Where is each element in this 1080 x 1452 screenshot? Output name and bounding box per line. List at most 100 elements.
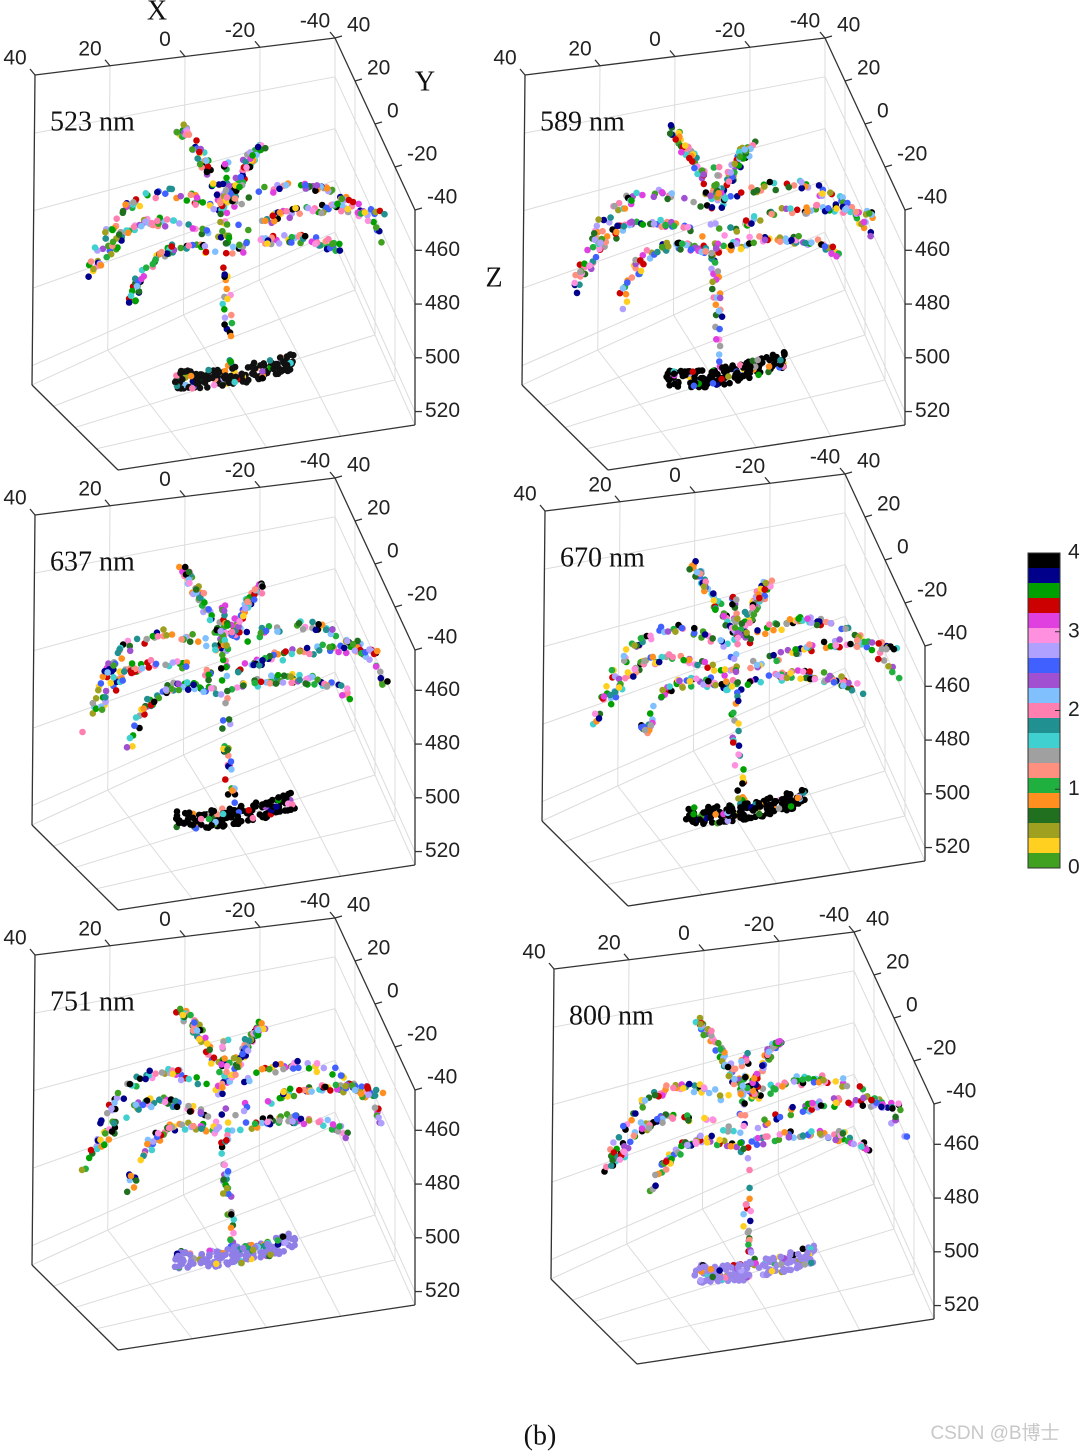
plant-point <box>251 1120 259 1127</box>
plant-point <box>230 1216 238 1223</box>
plant-point <box>223 1185 231 1192</box>
plant-point <box>137 1156 144 1164</box>
plant-point <box>711 182 718 189</box>
plant-point <box>282 181 290 189</box>
pot-point <box>691 1272 698 1279</box>
plant-point <box>196 594 204 601</box>
pot-point <box>276 808 284 815</box>
x-tick-label: -20 <box>225 459 255 482</box>
plant-point <box>158 248 165 256</box>
y-tick-label: 0 <box>387 540 399 563</box>
plant-point <box>716 294 724 302</box>
pot-point <box>280 1248 288 1255</box>
plant-point <box>223 285 230 293</box>
plant-point <box>628 218 636 226</box>
x-tick-label: 40 <box>3 487 26 510</box>
plant-point <box>206 1046 213 1054</box>
plant-point <box>745 1227 753 1235</box>
plant-point <box>840 682 847 689</box>
plant-point <box>322 1083 329 1091</box>
plant-point <box>337 1072 345 1079</box>
plant-point <box>581 260 588 268</box>
plant-point <box>110 662 117 669</box>
grid-line <box>824 231 906 412</box>
plant-point <box>742 1073 749 1081</box>
plant-point <box>619 285 627 292</box>
tick-mark <box>773 934 780 942</box>
grid-line <box>32 1059 336 1169</box>
plant-point <box>731 762 739 769</box>
plant-point <box>690 1088 698 1096</box>
plant-point <box>739 1082 746 1090</box>
plant-point <box>777 648 785 656</box>
plant-point <box>624 669 632 676</box>
plant-point <box>136 724 143 732</box>
plant-point <box>177 244 184 252</box>
x-tick-label: 0 <box>669 464 681 487</box>
plant-point <box>710 590 717 597</box>
grid-line <box>33 128 336 212</box>
plant-point <box>98 706 106 713</box>
plant-point <box>615 206 622 214</box>
plant-point <box>295 620 303 627</box>
plant-point <box>98 1117 105 1124</box>
plant-point <box>734 679 742 686</box>
y-axis-label: Y <box>415 66 435 97</box>
plant-point <box>245 226 252 234</box>
plant-point <box>669 1114 677 1122</box>
plant-point <box>747 1249 755 1256</box>
pot-point <box>277 368 285 375</box>
pot-point <box>197 815 205 823</box>
plant-point <box>123 1114 130 1121</box>
plant-point <box>836 636 843 643</box>
plant-point <box>185 131 193 138</box>
plant-point <box>181 563 189 571</box>
panel: 40 20 0 -20 -40 40 20 0 -20 -40 460 480 500 520 637 nm <box>3 450 460 911</box>
plant-point <box>616 289 624 297</box>
plant-point <box>133 283 141 290</box>
plant-point <box>203 642 210 650</box>
plant-point <box>193 194 201 201</box>
pot-point <box>205 366 212 374</box>
plant-point <box>130 1184 138 1191</box>
plant-point <box>213 1126 220 1133</box>
plant-point <box>839 1130 847 1137</box>
z-tick-label: 460 <box>425 238 460 261</box>
pot-point <box>707 814 714 822</box>
plant-point <box>154 217 161 225</box>
plant-point <box>759 1062 766 1069</box>
plant-point <box>827 643 835 650</box>
x-tick-label: 40 <box>3 47 26 70</box>
plant-point <box>107 679 114 687</box>
plant-point <box>294 1057 301 1065</box>
pot-point <box>752 805 759 812</box>
tick-mark <box>354 518 363 522</box>
plant-point <box>133 635 141 643</box>
plant-point <box>573 289 581 297</box>
plant-point <box>720 612 727 620</box>
plant-point <box>773 621 781 628</box>
plant-point <box>241 1035 249 1043</box>
pot-point <box>238 370 246 378</box>
plant-point <box>616 1156 624 1163</box>
pot-point <box>784 1259 791 1267</box>
plant-point <box>183 679 191 686</box>
plant-point <box>221 1161 229 1169</box>
plant-point <box>645 1124 653 1132</box>
plant-point <box>853 637 861 644</box>
pot-point <box>203 824 210 831</box>
plant-point <box>268 672 275 679</box>
plant-point <box>327 1087 334 1094</box>
plant-point <box>203 157 210 164</box>
plant-point <box>716 358 723 365</box>
grid-line <box>615 1273 915 1344</box>
plant-point <box>254 143 262 151</box>
plant-point <box>240 249 247 256</box>
plant-point <box>740 766 747 773</box>
box-edge <box>636 1318 935 1365</box>
y-tick-label: 40 <box>837 14 860 37</box>
pot-point <box>670 370 678 378</box>
plant-point <box>819 190 826 197</box>
plant-point <box>620 1122 627 1130</box>
pot-point <box>280 358 287 365</box>
